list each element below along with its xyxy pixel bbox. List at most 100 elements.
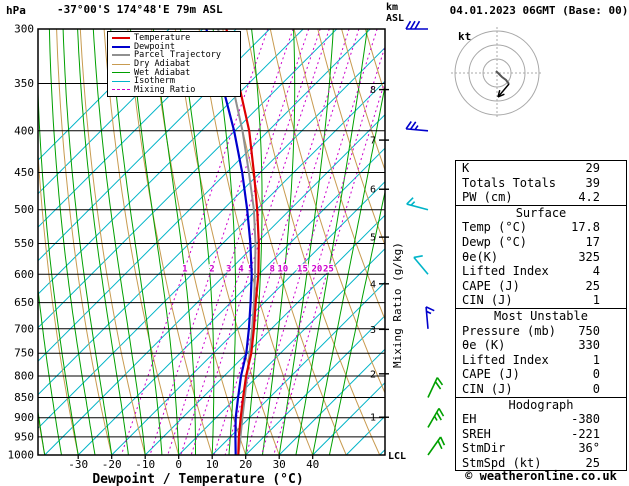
index-row: CAPE (J) 0 (456, 367, 626, 382)
wind-barb (425, 306, 435, 329)
index-row: CIN (J) 1 (456, 293, 626, 308)
legend-item: Parcel Trajectory (112, 50, 236, 61)
legend-item: Isotherm (112, 76, 236, 87)
index-label: EH (462, 412, 477, 427)
index-value: 325 (578, 249, 600, 264)
pressure-tick-label: 650 (14, 296, 34, 309)
pressure-tick-label: 350 (14, 77, 34, 90)
index-value: 36° (578, 441, 600, 456)
summary-section: K 29 Totals Totals 39 PW (cm) 4.2 (456, 161, 626, 205)
index-value: 17 (585, 234, 600, 249)
index-row: EH -380 (456, 412, 626, 427)
mixing-ratio-label: 20 (311, 264, 322, 274)
asl-label: ASL (386, 13, 405, 24)
mixing-ratio-labels: 1 2 3 4 5 8 10 15 20 25 (181, 263, 335, 276)
index-label: Lifted Index (462, 264, 549, 279)
mixing-ratio-label: 8 (270, 264, 275, 274)
pressure-tick-label: 800 (14, 370, 34, 383)
hodograph: kt (451, 27, 543, 119)
temp-tick-label: 20 (239, 458, 252, 471)
index-value: 0 (592, 381, 600, 396)
index-label: Totals Totals (462, 175, 556, 190)
index-row: CAPE (J) 25 (456, 279, 626, 294)
index-value: 29 (585, 161, 600, 175)
index-label: CAPE (J) (462, 367, 520, 382)
index-label: StmDir (462, 441, 506, 456)
plot-border (37, 28, 386, 456)
km-label: km (386, 2, 399, 13)
pressure-gridlines (38, 29, 385, 455)
index-label: K (462, 161, 470, 175)
legend-item: Wet Adiabat (112, 67, 236, 78)
legend-label: Isotherm (134, 76, 175, 87)
mixing-ratio-label: 10 (277, 264, 288, 274)
index-label: θe(K) (462, 249, 499, 264)
index-label: Lifted Index (462, 352, 549, 367)
section-surface: Surface Temp (°C) 17.8 Dewp (°C) 17 θe(K) 325 L… (456, 204, 626, 308)
datetime-label: 04.01.2023 06GMT (Base: 00) (449, 4, 629, 17)
km-asl-ticks: 1 2 3 4 5 6 7 8 LCL (370, 85, 406, 462)
index-value: 25 (585, 278, 600, 293)
legend-swatch-isotherm (112, 80, 130, 82)
mixing-ratio-label: 2 (209, 264, 214, 274)
section-title: Hodograph (508, 397, 574, 412)
index-value: -221 (571, 426, 600, 441)
copyright: © weatheronline.co.uk (465, 469, 617, 483)
legend-label: Wet Adiabat (134, 67, 191, 78)
wind-barb (427, 377, 444, 398)
dewpoint-line (205, 29, 253, 455)
legend-label: Dewpoint (134, 41, 175, 52)
index-row: PW (cm) 4.2 (456, 190, 626, 205)
plot-area: 1 2 3 4 5 8 10 15 20 25 (38, 29, 385, 455)
legend-swatch-parcel (112, 54, 130, 57)
index-row: StmDir 36° (456, 441, 626, 456)
km-tick-label: 6 (370, 185, 376, 196)
legend-item: Dewpoint (112, 41, 236, 52)
index-value: 25 (585, 455, 600, 470)
wind-barb (413, 255, 429, 275)
index-row: Dewp (°C) 17 (456, 235, 626, 250)
index-label: Temp (°C) (462, 220, 528, 235)
kt-label: kt (458, 30, 471, 43)
legend-label: Dry Adiabat (134, 59, 191, 70)
legend-item: Mixing Ratio (112, 85, 236, 95)
temperature-line (225, 29, 260, 455)
station-title: -37°00'S 174°48'E 79m ASL (57, 3, 223, 16)
index-label: PW (cm) (462, 190, 513, 205)
indices-panel: K 29 Totals Totals 39 PW (cm) 4.2 Surface Temp … (455, 160, 627, 472)
mixing-ratio-axis-title: Mixing Ratio (g/kg) (391, 242, 404, 368)
pressure-tick-label: 850 (14, 391, 34, 404)
index-label: SREH (462, 426, 491, 441)
legend-swatch-temperature (112, 37, 130, 40)
index-value: 750 (578, 323, 600, 338)
legend-item: Temperature (112, 33, 236, 43)
legend-swatch-dry_adiabat (112, 63, 130, 65)
legend-label: Parcel Trajectory (134, 50, 221, 61)
wind-barb (406, 197, 429, 211)
index-value: 1 (592, 293, 600, 308)
mixing-ratio-label: 4 (238, 264, 244, 274)
hodograph-trace (495, 70, 510, 85)
index-value: 0 (592, 367, 600, 382)
mixing-ratio-label: 15 (297, 264, 308, 274)
km-tick-label: 4 (370, 279, 376, 290)
index-label: CIN (J) (462, 381, 513, 396)
pressure-tick-label: 950 (14, 430, 34, 443)
section-most-unstable: Most Unstable Pressure (mb) 750 θe (K) 330 Li… (456, 307, 626, 397)
temp-tick-label: 0 (175, 458, 182, 471)
x-axis-title: Dewpoint / Temperature (°C) (92, 472, 304, 486)
index-row: CIN (J) 0 (456, 382, 626, 397)
wind-barbs-group (405, 20, 446, 456)
wind-barb (427, 436, 446, 456)
temp-tick-labels: -30 -20 -10 0 10 20 30 40 (68, 455, 319, 471)
index-row: θe(K) 325 (456, 250, 626, 265)
temp-tick-label: 10 (206, 458, 219, 471)
wind-barb (405, 20, 428, 30)
pressure-unit-label: hPa (6, 4, 26, 17)
temp-tick-label: 40 (306, 458, 319, 471)
legend-swatch-wet_adiabat (112, 72, 130, 74)
index-value: 4 (592, 264, 600, 279)
index-label: CIN (J) (462, 293, 513, 308)
